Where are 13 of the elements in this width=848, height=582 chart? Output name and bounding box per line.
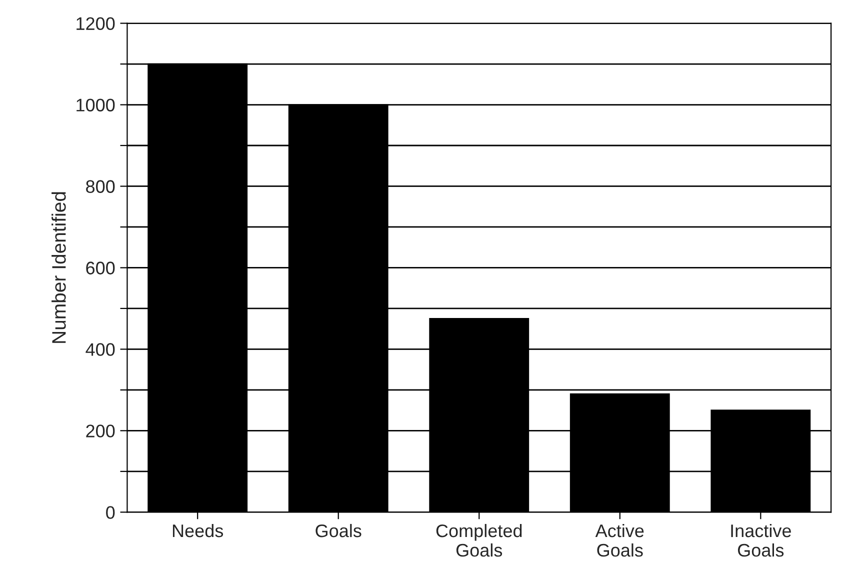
y-tick-label: 1000 <box>76 98 115 112</box>
x-tick-label: Needs <box>172 524 224 538</box>
y-axis-title: Number Identified <box>52 192 66 343</box>
y-tick-label: 800 <box>86 180 115 193</box>
x-tick-label: Completed Goals <box>436 524 522 557</box>
y-tick-label: 400 <box>86 343 115 356</box>
x-tick-label: Active Goals <box>595 524 644 557</box>
x-tick-label: Inactive Goals <box>731 524 791 557</box>
y-tick-label: 0 <box>106 506 115 519</box>
y-tick-label: 600 <box>86 262 115 274</box>
y-tick-label: 1200 <box>76 17 115 30</box>
x-tick-label: Goals <box>316 524 362 538</box>
y-tick-label: 200 <box>86 424 115 438</box>
